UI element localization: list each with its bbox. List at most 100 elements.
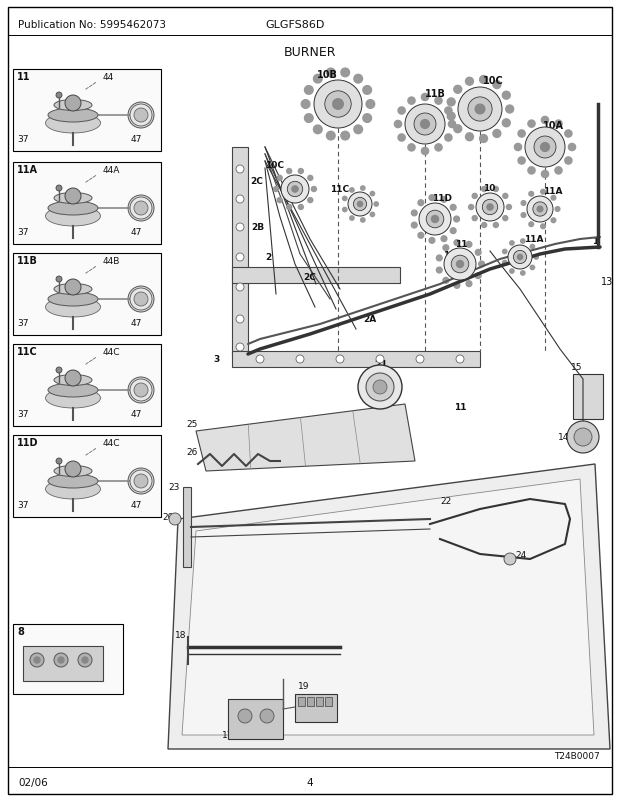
Circle shape [447, 113, 455, 121]
Circle shape [236, 224, 244, 232]
Text: 47: 47 [131, 135, 143, 144]
Circle shape [376, 355, 384, 363]
Circle shape [468, 98, 492, 122]
Ellipse shape [128, 196, 154, 221]
Circle shape [308, 176, 313, 181]
Circle shape [58, 657, 64, 663]
Text: 47: 47 [131, 500, 143, 509]
Circle shape [436, 256, 442, 261]
Ellipse shape [128, 103, 154, 129]
Ellipse shape [48, 109, 98, 123]
Ellipse shape [45, 114, 100, 134]
Text: 2C: 2C [250, 177, 264, 186]
Circle shape [65, 96, 81, 111]
Circle shape [482, 188, 487, 192]
Polygon shape [168, 464, 610, 749]
Text: 37: 37 [17, 500, 29, 509]
Text: GLGFS86D: GLGFS86D [265, 20, 325, 30]
Circle shape [54, 653, 68, 667]
Ellipse shape [45, 388, 100, 408]
Circle shape [370, 213, 374, 217]
Circle shape [454, 87, 462, 94]
Circle shape [476, 273, 481, 279]
Text: 37: 37 [17, 410, 29, 419]
Ellipse shape [48, 475, 98, 488]
Text: 2B: 2B [252, 223, 265, 233]
Circle shape [65, 188, 81, 205]
Text: 22: 22 [440, 496, 451, 505]
Circle shape [454, 126, 462, 133]
Circle shape [236, 343, 244, 351]
Ellipse shape [45, 480, 100, 500]
Bar [228, 699, 283, 739]
Circle shape [327, 132, 335, 140]
Circle shape [414, 114, 436, 136]
Circle shape [333, 99, 343, 110]
Circle shape [513, 251, 526, 265]
Bar [325, 697, 332, 706]
Circle shape [343, 197, 347, 201]
Text: 2A: 2A [363, 315, 376, 324]
Circle shape [366, 100, 374, 109]
Circle shape [405, 105, 445, 145]
Circle shape [517, 255, 523, 261]
Circle shape [494, 223, 498, 229]
Text: 10C: 10C [265, 160, 284, 170]
Text: 23: 23 [168, 482, 179, 492]
Text: 47: 47 [131, 228, 143, 237]
Bar [573, 375, 603, 419]
Text: 20: 20 [162, 512, 174, 521]
Circle shape [445, 107, 452, 115]
Circle shape [574, 428, 592, 447]
Circle shape [56, 93, 62, 99]
Circle shape [370, 192, 374, 196]
Circle shape [394, 121, 402, 128]
Text: 11D: 11D [432, 194, 452, 203]
Ellipse shape [54, 284, 92, 295]
Circle shape [374, 203, 378, 207]
Circle shape [507, 205, 511, 210]
Polygon shape [182, 480, 594, 735]
Text: 11C: 11C [17, 346, 38, 357]
Text: 37: 37 [17, 228, 29, 237]
Circle shape [277, 198, 282, 204]
Text: 11A: 11A [524, 235, 544, 244]
Text: 10A: 10A [542, 121, 564, 131]
Circle shape [541, 117, 549, 124]
Ellipse shape [130, 289, 152, 310]
Text: 44A: 44A [103, 166, 120, 175]
Ellipse shape [130, 471, 152, 492]
Ellipse shape [134, 202, 148, 216]
Circle shape [451, 256, 469, 273]
Circle shape [447, 99, 455, 107]
Circle shape [422, 95, 428, 102]
Circle shape [420, 120, 430, 129]
Ellipse shape [45, 298, 100, 318]
Circle shape [530, 266, 534, 270]
Text: 44B: 44B [103, 257, 120, 265]
Text: 26: 26 [186, 448, 197, 456]
Circle shape [518, 131, 525, 138]
Text: 44: 44 [103, 73, 114, 82]
Text: 11A: 11A [543, 187, 562, 196]
Circle shape [510, 241, 514, 246]
Text: 21: 21 [374, 359, 388, 370]
Circle shape [530, 245, 534, 249]
Text: 44C: 44C [103, 439, 120, 448]
Circle shape [551, 196, 556, 200]
Circle shape [308, 198, 313, 204]
Bar [13, 163, 161, 245]
Circle shape [281, 176, 309, 204]
Polygon shape [232, 268, 400, 284]
Circle shape [422, 148, 428, 156]
Ellipse shape [130, 105, 152, 127]
Circle shape [314, 126, 322, 135]
Circle shape [476, 194, 504, 221]
Circle shape [236, 253, 244, 261]
Circle shape [65, 371, 81, 387]
Circle shape [480, 76, 487, 84]
Bar [13, 345, 161, 427]
Circle shape [408, 144, 415, 152]
Circle shape [436, 268, 442, 273]
Bar [316, 697, 323, 706]
